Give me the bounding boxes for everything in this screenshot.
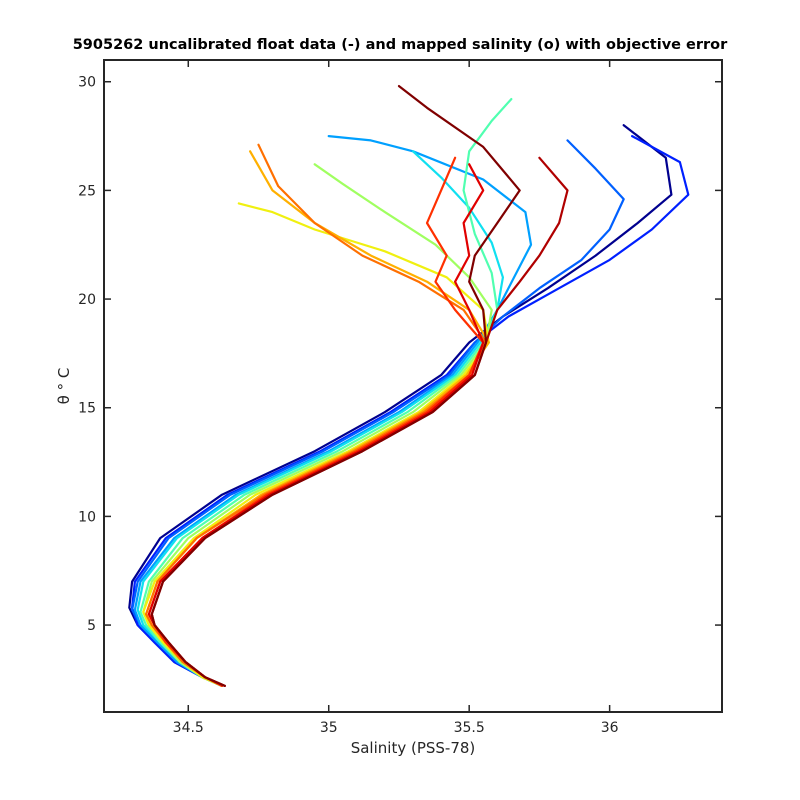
- y-tick-label: 30: [78, 75, 96, 91]
- axis-ticks: 34.5 35 35.5 36 5 10 15 20 25 30: [78, 60, 722, 736]
- y-axis-label: θ ° C: [55, 368, 73, 405]
- x-tick-label: 35.5: [454, 720, 485, 736]
- y-tick-label: 10: [78, 509, 96, 525]
- profile-line-14: [150, 85, 521, 687]
- profile-line-13: [150, 156, 569, 687]
- x-tick-label: 36: [601, 720, 619, 736]
- chart-title: 5905262 uncalibrated float data (-) and …: [73, 37, 728, 53]
- y-tick-label: 20: [78, 292, 96, 308]
- profile-line-10: [145, 143, 488, 687]
- profile-line-8: [142, 202, 490, 687]
- plot-area: [128, 85, 690, 687]
- x-tick-label: 34.5: [173, 720, 204, 736]
- profile-line-3: [131, 139, 625, 687]
- profile-line-4: [133, 135, 533, 687]
- profile-line-6: [139, 98, 513, 687]
- x-tick-label: 35: [320, 720, 338, 736]
- y-tick-label: 15: [78, 401, 96, 417]
- x-axis-label: Salinity (PSS-78): [351, 739, 476, 757]
- profile-line-2: [131, 135, 690, 687]
- y-tick-label: 5: [87, 618, 96, 634]
- axes-frame: [103, 59, 723, 713]
- y-tick-label: 25: [78, 183, 96, 199]
- profile-line-11: [147, 156, 485, 687]
